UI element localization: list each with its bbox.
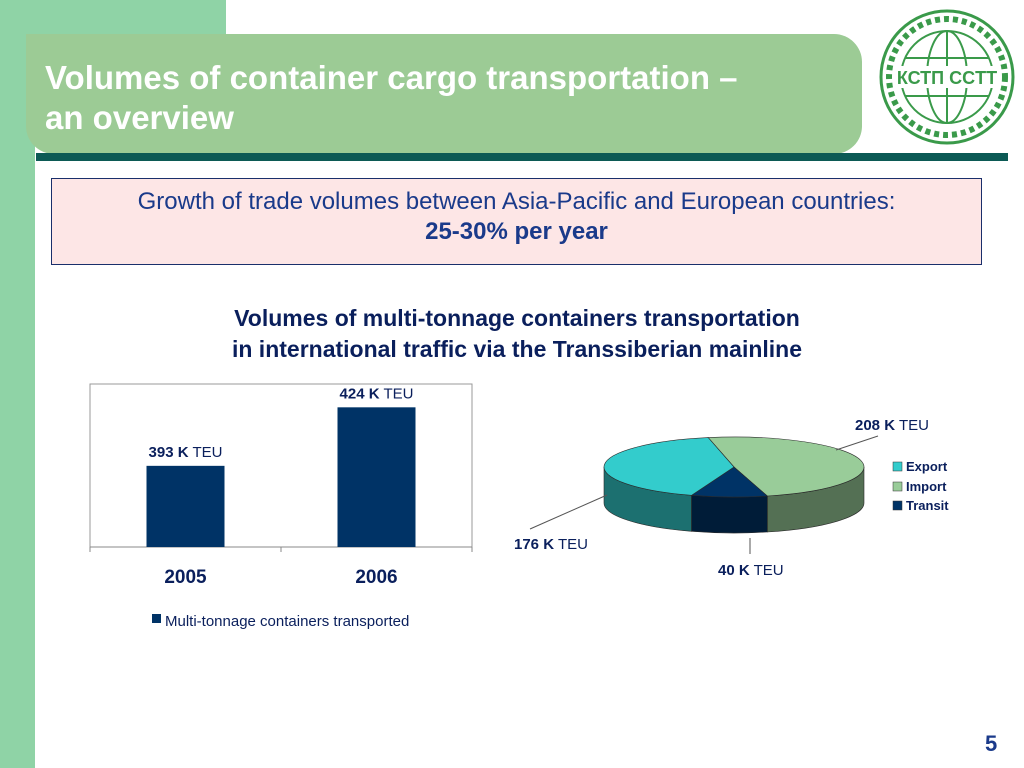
top-accent-block	[0, 0, 226, 40]
page-number: 5	[985, 731, 998, 756]
pie-chart: 208 K TEU 176 K TEU 40 K TEU Export Impo…	[514, 417, 949, 579]
import-value-unit: TEU	[899, 417, 929, 434]
title-banner	[26, 34, 862, 154]
chart-heading-line1: Volumes of multi-tonnage containers tran…	[234, 305, 800, 331]
slide-title-line2: an overview	[45, 99, 234, 136]
import-leader-line	[835, 435, 879, 451]
pie-slice-export	[603, 437, 735, 496]
export-leader-line	[529, 494, 608, 530]
pie-legend: Export Import Transit	[892, 459, 949, 513]
info-highlight: 25-30% per year	[425, 218, 608, 245]
import-value-bold: 208 K	[855, 417, 895, 434]
legend-label-export: Export	[906, 459, 948, 474]
import-value-label: 208 K TEU	[855, 417, 929, 434]
bar-chart: 393 K TEU 2005 424 K TEU 2006 Multi-tonnage…	[89, 383, 473, 630]
chart-heading-line2: in international traffic via the Transsi…	[231, 336, 803, 362]
info-text: Growth of trade volumes between Asia-Pac…	[137, 188, 896, 215]
transit-value-label: 40 K TEU	[718, 562, 784, 579]
info-box: Growth of trade volumes between Asia-Pac…	[51, 178, 982, 265]
bar-value-unit: TEU	[380, 385, 414, 402]
export-value-unit: TEU	[558, 536, 588, 553]
bar-legend-label: Multi-tonnage containers transported	[165, 613, 409, 630]
bar-legend-swatch	[152, 614, 161, 623]
legend-label-import: Import	[906, 479, 947, 494]
slide-title: Volumes of container cargo transportatio…	[45, 58, 845, 138]
bar-category-label: 2005	[164, 567, 207, 588]
export-value-label: 176 K TEU	[514, 536, 588, 553]
legend-label-transit: Transit	[906, 498, 949, 513]
chart-heading: Volumes of multi-tonnage containers tran…	[130, 303, 904, 365]
header-rule	[36, 153, 1008, 161]
transit-value-bold: 40 K	[718, 562, 750, 579]
logo-text: КСТП CCTT	[897, 68, 997, 88]
transit-value-unit: TEU	[754, 562, 784, 579]
bar-value-bold: 393 K	[149, 444, 189, 461]
legend-swatch-import	[892, 481, 903, 492]
bar-value-label: 424 K TEU	[340, 385, 414, 402]
bar-2006	[337, 407, 416, 547]
pie-slice-import	[707, 436, 865, 497]
bar-2005	[146, 465, 225, 547]
export-value-bold: 176 K	[514, 536, 554, 553]
bar-value-unit: TEU	[189, 444, 223, 461]
pie-slice-transit	[690, 466, 769, 498]
company-logo: КСТП CCTT	[879, 9, 1015, 145]
bar-value-label: 393 K TEU	[149, 444, 223, 461]
slide-title-line1: Volumes of container cargo transportatio…	[45, 59, 738, 96]
bar-value-bold: 424 K	[340, 385, 380, 402]
legend-swatch-transit	[892, 500, 903, 511]
pie-side-transit	[691, 495, 768, 534]
bar-category-label: 2006	[355, 567, 397, 588]
legend-swatch-export	[892, 461, 903, 472]
